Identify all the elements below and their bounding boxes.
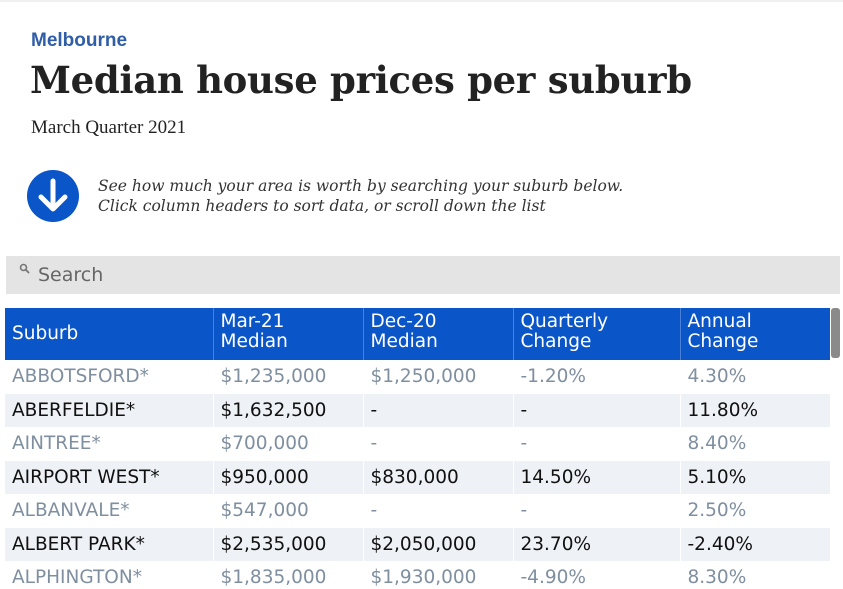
cell-suburb: ABBOTSFORD* [5,360,213,394]
table-row: AIRPORT WEST* $950,000 $830,000 14.50% 5… [5,460,830,494]
instructions-text: See how much your area is worth by searc… [98,176,623,216]
table-scrollbar[interactable] [831,308,840,358]
cell-mar21: $700,000 [212,427,363,461]
cell-annual: 2.50% [679,494,830,528]
header-line: Annual [687,311,752,332]
table-container: Suburb Mar-21 Median Dec-20 Median Quart… [5,308,830,589]
header-line: Mar-21 [220,311,285,332]
search-icon [19,263,30,274]
cell-dec20: - [362,427,513,461]
cell-suburb: ABERFELDIE* [5,393,213,427]
cell-mar21: $950,000 [212,460,363,494]
table-row: ALBANVALE* $547,000 - - 2.50% [5,494,830,528]
cell-quarterly: - [512,494,680,528]
prices-table: Suburb Mar-21 Median Dec-20 Median Quart… [5,308,830,589]
page-subtitle: March Quarter 2021 [31,117,187,138]
cell-annual: 8.40% [679,427,830,461]
header-dec20-median[interactable]: Dec-20 Median [362,308,513,360]
table-row: ALBERT PARK* $2,535,000 $2,050,000 23.70… [5,527,830,561]
table-row: ALPHINGTON* $1,835,000 $1,930,000 -4.90%… [5,561,830,589]
search-input[interactable] [36,256,828,294]
kicker-city: Melbourne [31,30,128,51]
cell-annual: 11.80% [679,393,830,427]
header-line: Median [370,331,438,352]
cell-annual: 4.30% [679,360,830,394]
table-header-row: Suburb Mar-21 Median Dec-20 Median Quart… [5,308,830,360]
header-line: Change [687,331,759,352]
cell-suburb: ALPHINGTON* [5,561,213,589]
cell-dec20: - [362,393,513,427]
table-row: ABERFELDIE* $1,632,500 - - 11.80% [5,393,830,427]
header-line: Dec-20 [370,311,437,332]
cell-quarterly: - [512,427,680,461]
instructions-line-2: Click column headers to sort data, or sc… [98,197,546,215]
cell-dec20: $1,250,000 [362,360,513,394]
cell-dec20: $2,050,000 [362,527,513,561]
cell-dec20: $830,000 [362,460,513,494]
cell-mar21: $1,632,500 [212,393,363,427]
cell-dec20: $1,930,000 [362,561,513,589]
cell-quarterly: 14.50% [512,460,680,494]
cell-suburb: AIRPORT WEST* [5,460,213,494]
header-quarterly-change[interactable]: Quarterly Change [512,308,680,360]
cell-annual: 8.30% [679,561,830,589]
header-annual-change[interactable]: Annual Change [679,308,830,360]
instructions-line-1: See how much your area is worth by searc… [98,177,624,195]
cell-mar21: $1,835,000 [212,561,363,589]
cell-dec20: - [362,494,513,528]
table-row: ABBOTSFORD* $1,235,000 $1,250,000 -1.20%… [5,360,830,394]
cell-annual: -2.40% [679,527,830,561]
cell-annual: 5.10% [679,460,830,494]
table-row: AINTREE* $700,000 - - 8.40% [5,427,830,461]
cell-mar21: $2,535,000 [212,527,363,561]
cell-quarterly: -1.20% [512,360,680,394]
header-line: Median [220,331,288,352]
header-suburb[interactable]: Suburb [5,308,213,360]
cell-mar21: $1,235,000 [212,360,363,394]
header-line: Quarterly [520,311,609,332]
arrow-down-circle-icon [27,170,79,222]
cell-mar21: $547,000 [212,494,363,528]
header-mar21-median[interactable]: Mar-21 Median [212,308,363,360]
cell-suburb: ALBERT PARK* [5,527,213,561]
page-title: Median house prices per suburb [30,58,692,102]
header-line: Suburb [12,323,79,344]
cell-quarterly: - [512,393,680,427]
cell-suburb: AINTREE* [5,427,213,461]
cell-quarterly: -4.90% [512,561,680,589]
header-line: Change [520,331,592,352]
top-rule [0,0,843,2]
search-bar [6,256,840,294]
cell-suburb: ALBANVALE* [5,494,213,528]
cell-quarterly: 23.70% [512,527,680,561]
